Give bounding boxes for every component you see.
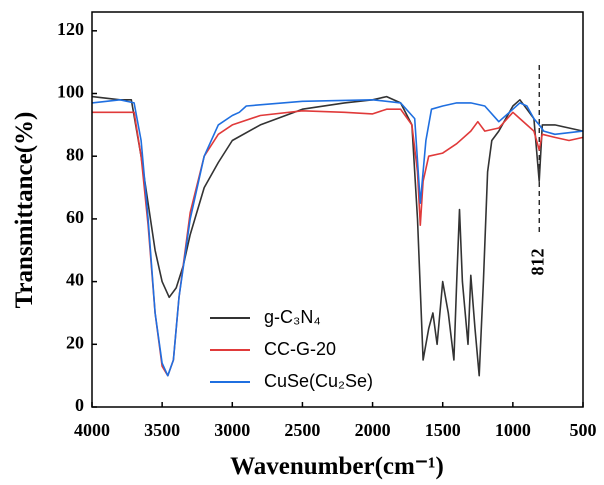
- series-line: [91, 99, 584, 377]
- y-tick-label: 60: [66, 207, 84, 227]
- y-tick-label: 0: [75, 395, 84, 415]
- plot-frame: [91, 11, 584, 408]
- y-axis-title: Transmittance(%): [11, 112, 38, 309]
- y-tick-label: 40: [66, 270, 84, 290]
- x-tick-label: 1000: [495, 420, 531, 440]
- series-line: [91, 95, 584, 377]
- y-tick-label: 80: [66, 144, 84, 164]
- x-tick-label: 1500: [425, 420, 461, 440]
- annotation-label: 812: [527, 249, 547, 276]
- y-tick-label: 120: [57, 19, 84, 39]
- y-tick-label: 100: [57, 82, 84, 102]
- x-tick-label: 3000: [214, 420, 250, 440]
- x-tick-label: 3500: [144, 420, 180, 440]
- legend-label: g-C₃N₄: [264, 307, 321, 327]
- series-line: [92, 108, 584, 377]
- x-tick-label: 2000: [355, 420, 391, 440]
- x-tick-label: 4000: [74, 420, 110, 440]
- legend-label: CuSe(Cu₂Se): [264, 371, 373, 391]
- x-axis-title: Wavenumber(cm⁻¹): [230, 453, 444, 480]
- x-tick-label: 2500: [284, 420, 320, 440]
- x-tick-label: 500: [570, 420, 597, 440]
- legend-label: CC-G-20: [264, 339, 336, 359]
- y-tick-label: 20: [66, 332, 84, 352]
